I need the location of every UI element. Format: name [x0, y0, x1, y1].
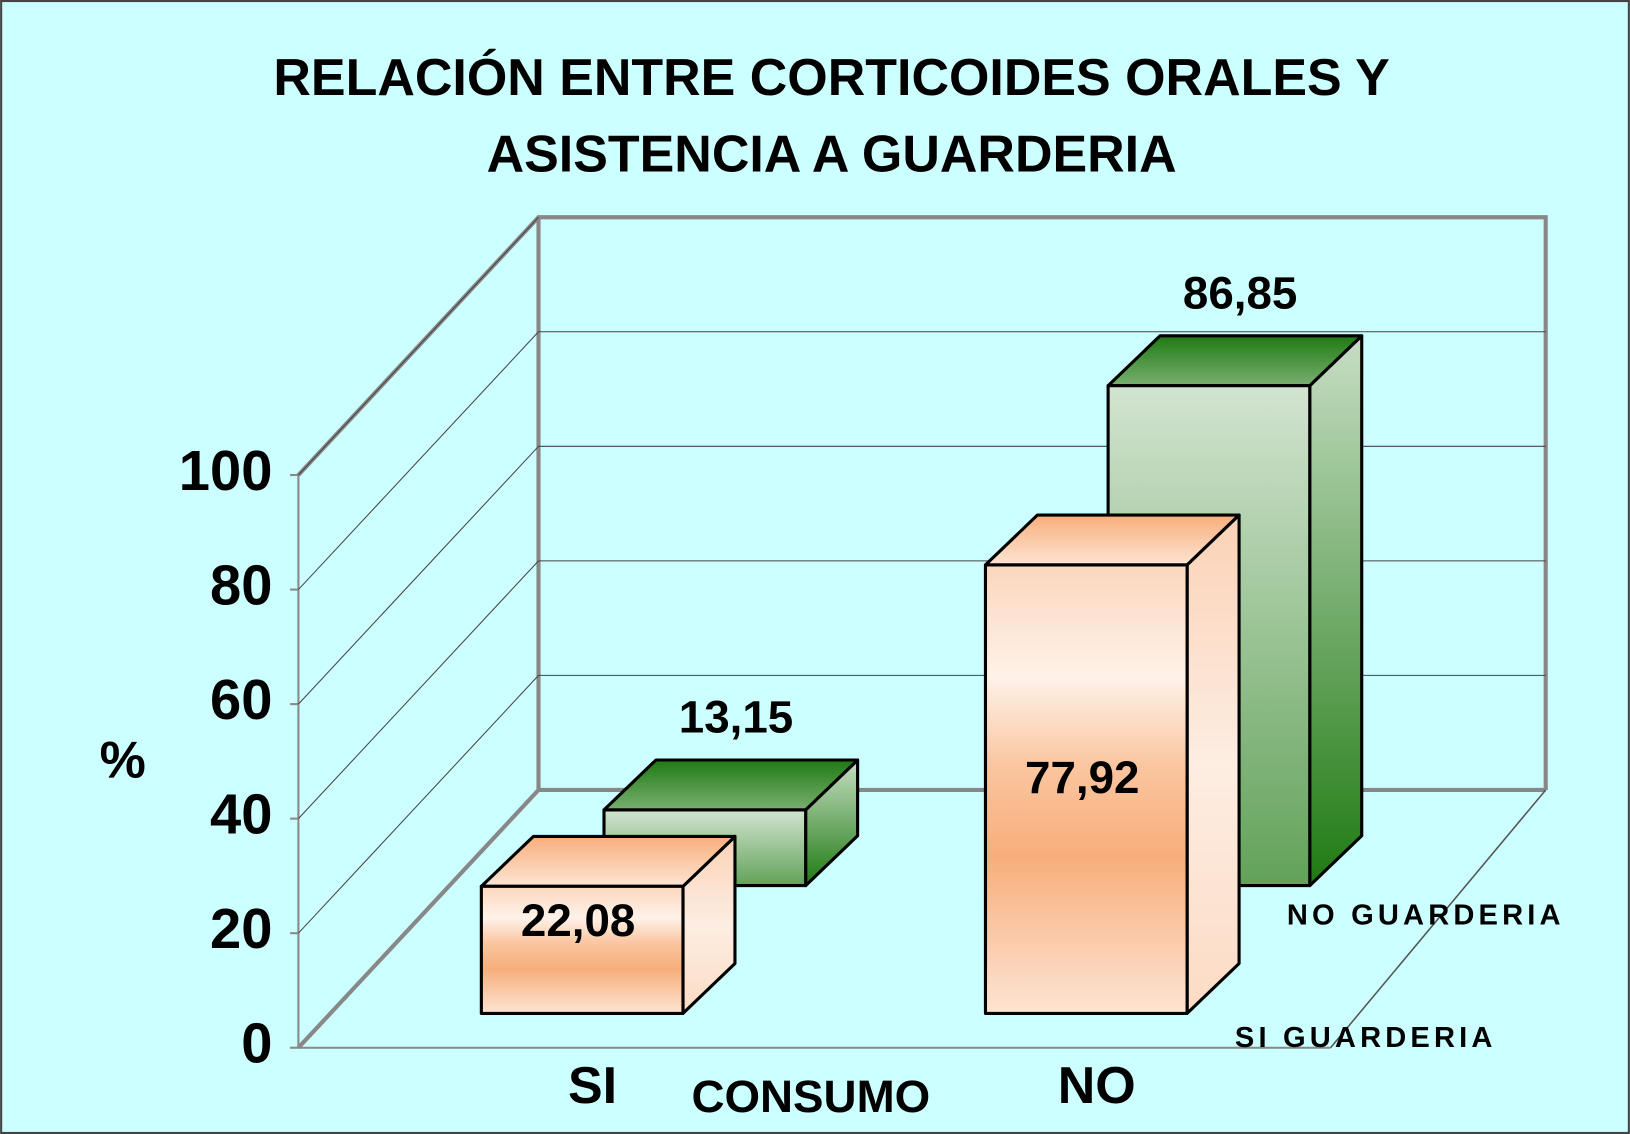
- grid-line: [298, 560, 539, 819]
- bar: [479, 834, 737, 1015]
- grid-line: [298, 216, 539, 476]
- y-tick-label: 0: [241, 1012, 272, 1075]
- bar-front: [983, 563, 1189, 1015]
- bar-front: [479, 884, 685, 1015]
- grid-line: [298, 445, 539, 705]
- y-axis-label: %: [100, 732, 146, 790]
- x-axis-label: CONSUMO: [691, 1071, 930, 1122]
- value-label: 86,85: [1183, 267, 1297, 318]
- bar: [983, 513, 1241, 1015]
- bar-side: [1185, 513, 1241, 1015]
- bar-side: [1308, 334, 1364, 888]
- value-label: 77,92: [1025, 752, 1139, 803]
- legend-label: NO GUARDERIA: [1287, 899, 1565, 931]
- y-tick-label: 20: [210, 897, 272, 960]
- chart-title: ASISTENCIA A GUARDERIA: [487, 126, 1177, 184]
- grid-line: [298, 331, 539, 590]
- x-tick-label: SI: [568, 1057, 617, 1115]
- y-tick-label: 60: [210, 668, 272, 731]
- floor-edge: [1329, 789, 1547, 1049]
- y-tick-label: 80: [210, 553, 272, 616]
- value-label: 13,15: [679, 692, 793, 743]
- chart-title: RELACIÓN ENTRE CORTICOIDES ORALES Y: [273, 49, 1389, 107]
- x-tick-label: NO: [1058, 1057, 1136, 1115]
- y-tick-label: 40: [210, 782, 272, 845]
- value-label: 22,08: [521, 895, 635, 946]
- legend-label: SI GUARDERIA: [1235, 1022, 1497, 1054]
- y-tick-label: 100: [179, 439, 273, 502]
- grid-line: [298, 675, 539, 934]
